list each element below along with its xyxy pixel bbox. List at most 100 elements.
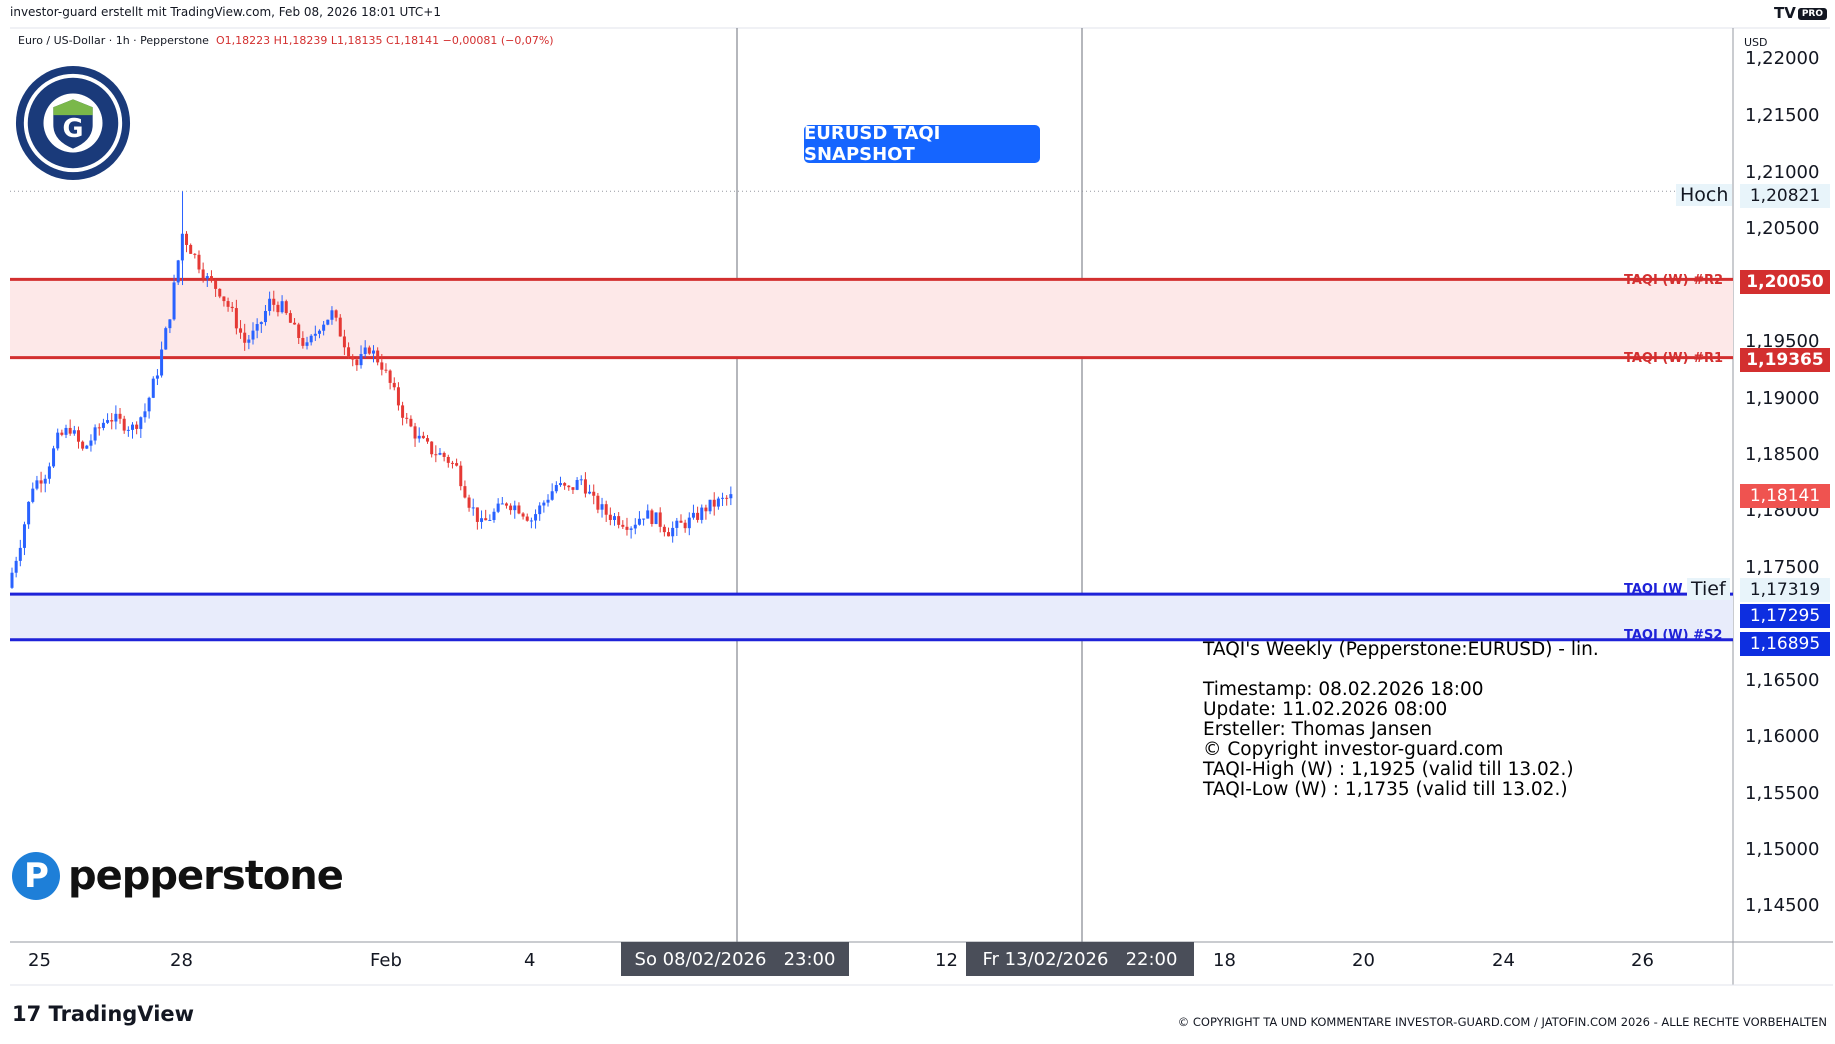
candle-body [10, 572, 14, 588]
info-timestamp: Timestamp: 08.02.2026 18:00 [1203, 679, 1484, 700]
candle-body [330, 310, 334, 320]
tv-pro-badge[interactable]: TV PRO [1774, 4, 1827, 22]
candle-body [101, 422, 105, 428]
r2-badge: 1,20050 [1740, 270, 1830, 294]
candle-body [114, 413, 118, 422]
candle-body [654, 512, 658, 524]
footer-copyright: © COPYRIGHT TA UND KOMMENTARE INVESTOR-G… [1177, 1015, 1827, 1029]
candle-body [430, 441, 434, 455]
candle-body [426, 438, 430, 442]
candle-body [189, 244, 193, 254]
ohlc-high: H1,18239 [273, 34, 328, 47]
s1-label: TAQI (W [1624, 582, 1683, 597]
candle-body [687, 517, 691, 529]
candle-body [160, 349, 164, 376]
candle-body [679, 520, 683, 523]
candle-body [126, 429, 130, 431]
candle-body [517, 505, 521, 514]
candle-body [326, 319, 330, 325]
candle-body [355, 359, 359, 366]
candle-body [704, 507, 708, 512]
price-tick: 1,21000 [1745, 162, 1820, 183]
candle-body [696, 512, 700, 520]
price-tick: 1,16000 [1745, 726, 1820, 747]
candle-body [222, 296, 226, 302]
candle-body [613, 516, 616, 520]
candle-body [172, 282, 176, 320]
candle-body [347, 347, 351, 357]
candle-body [409, 418, 413, 427]
candle-body [691, 512, 695, 518]
candle-body [72, 430, 76, 434]
candle-body [575, 480, 579, 490]
candle-body [239, 328, 243, 333]
candle-body [650, 510, 654, 524]
candle-body [725, 497, 729, 499]
price-tick: 1,19000 [1745, 388, 1820, 409]
candle-body [351, 356, 355, 360]
price-tick: 1,18500 [1745, 444, 1820, 465]
candle-body [56, 432, 60, 449]
svg-text:G: G [63, 114, 84, 144]
candle-body [621, 524, 625, 527]
candle-body [662, 526, 666, 533]
candle-body [76, 430, 80, 442]
ohlc-open: O1,18223 [215, 34, 271, 47]
date-tick: 20 [1352, 950, 1375, 971]
candle-body [243, 332, 247, 343]
candle-body [226, 301, 230, 307]
candle-body [484, 518, 488, 521]
candle-body [209, 276, 213, 281]
candle-body [313, 333, 317, 336]
candle-body [43, 478, 47, 484]
price-tick: 1,20500 [1745, 218, 1820, 239]
candle-body [546, 499, 550, 503]
candle-body [110, 420, 114, 422]
candle-body [293, 322, 297, 325]
currency-label[interactable]: USD [1744, 36, 1768, 49]
candle-body [675, 520, 679, 528]
candle-body [579, 479, 583, 481]
tv-mark-icon: 𝟭𝟳 [12, 1002, 49, 1026]
symbol-legend[interactable]: Euro / US-Dollar · 1h · Pepperstone O1,1… [18, 34, 554, 47]
candle-body [322, 324, 326, 331]
candle-body [633, 524, 637, 529]
candle-body [359, 354, 363, 366]
pepperstone-p-icon: P [12, 852, 60, 900]
candle-body [700, 507, 704, 520]
candle-body [288, 313, 292, 323]
candle-body [255, 324, 259, 331]
candle-body [488, 519, 492, 521]
candle-body [376, 350, 380, 363]
candle-body [384, 369, 388, 371]
info-taqi-low: TAQI-Low (W) : 1,1735 (valid till 13.02.… [1203, 779, 1568, 800]
candle-body [251, 330, 255, 340]
candle-body [683, 522, 687, 529]
candle-body [151, 378, 155, 398]
candle-body [646, 510, 650, 519]
candle-body [135, 424, 139, 429]
candle-body [671, 527, 675, 537]
candle-body [396, 387, 400, 406]
candle-body [372, 350, 375, 354]
pro-label: PRO [1797, 7, 1827, 20]
candle-body [563, 483, 567, 486]
candle-body [667, 532, 671, 537]
candle-body [334, 310, 338, 318]
snapshot-button[interactable]: EURUSD TAQI SNAPSHOT [804, 123, 1040, 165]
taqi-info-box: TAQI's Weekly (Pepperstone:EURUSD) - lin… [1203, 640, 1599, 800]
creator-line: investor-guard erstellt mit TradingView.… [10, 5, 441, 19]
candle-body [405, 417, 409, 419]
candle-body [467, 497, 471, 508]
candle-body [592, 491, 596, 496]
candle-body [205, 276, 209, 279]
tradingview-logo[interactable]: 𝟭𝟳 TradingView [12, 1002, 195, 1026]
ohlc-close: C1,18141 [385, 34, 440, 47]
candle-body [276, 304, 280, 313]
candle-body [284, 301, 288, 314]
candle-body [542, 502, 546, 506]
candle-body [571, 487, 575, 490]
candle-body [504, 503, 508, 506]
